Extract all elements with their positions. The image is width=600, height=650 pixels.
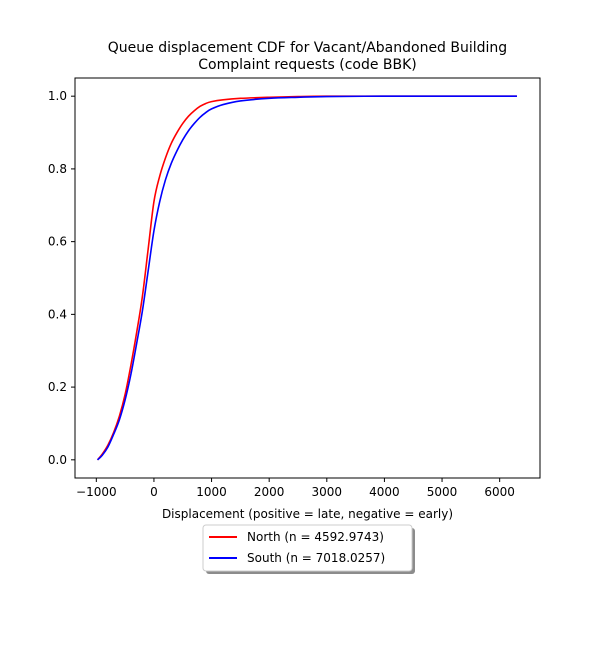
y-tick-label: 0.0 bbox=[48, 453, 67, 467]
y-tick-label: 1.0 bbox=[48, 89, 67, 103]
y-tick-label: 0.8 bbox=[48, 162, 67, 176]
x-axis: −1000 0 1000 2000 3000 4000 5000 6000 bbox=[76, 478, 515, 499]
x-tick-label: 3000 bbox=[312, 485, 343, 499]
x-tick-label: 2000 bbox=[254, 485, 285, 499]
legend: North (n = 4592.9743) South (n = 7018.02… bbox=[202, 524, 415, 574]
x-tick-label: 5000 bbox=[427, 485, 458, 499]
plot-lines bbox=[96, 95, 517, 461]
x-axis-label: Displacement (positive = late, negative … bbox=[162, 507, 453, 521]
chart-title-line-2: Complaint requests (code BBK) bbox=[198, 57, 417, 73]
series-line-south bbox=[96, 95, 517, 461]
x-tick-label: −1000 bbox=[76, 485, 117, 499]
legend-label-south: South (n = 7018.0257) bbox=[247, 551, 385, 565]
x-tick-label: 6000 bbox=[484, 485, 515, 499]
x-tick-label: 0 bbox=[150, 485, 158, 499]
y-tick-label: 0.2 bbox=[48, 380, 67, 394]
legend-label-north: North (n = 4592.9743) bbox=[247, 530, 384, 544]
x-tick-label: 1000 bbox=[196, 485, 227, 499]
chart-title-line-1: Queue displacement CDF for Vacant/Abando… bbox=[108, 40, 507, 56]
series-line-north bbox=[96, 95, 517, 461]
y-tick-label: 0.4 bbox=[48, 307, 67, 321]
y-tick-label: 0.6 bbox=[48, 235, 67, 249]
x-tick-label: 4000 bbox=[369, 485, 400, 499]
legend-box bbox=[202, 524, 413, 572]
y-axis: 0.0 0.2 0.4 0.6 0.8 1.0 bbox=[48, 89, 75, 467]
plot-frame bbox=[74, 77, 541, 479]
